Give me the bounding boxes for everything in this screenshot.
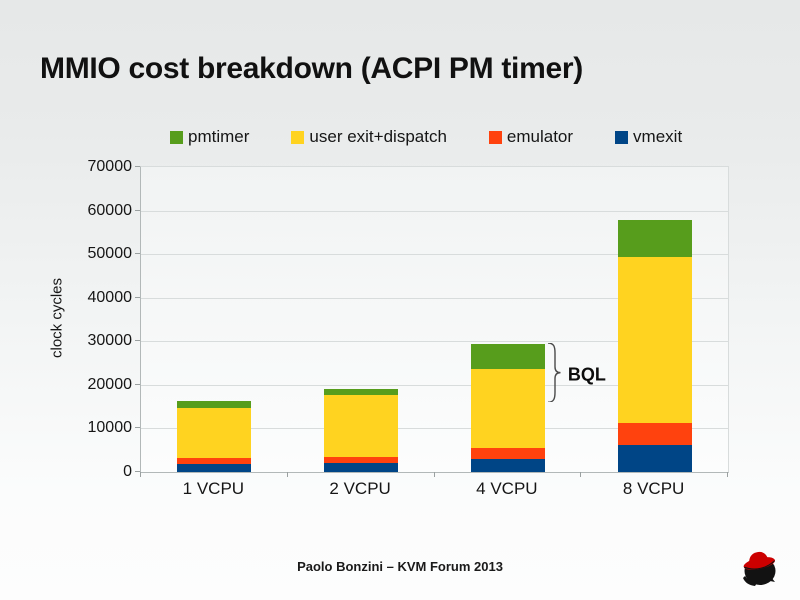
bar-segment-pmtimer-8-VCPU [617,220,692,257]
gridline-50000 [141,254,728,256]
gridline-30000 [141,341,728,343]
gridline-20000 [141,384,728,386]
y-tick-mark [135,471,140,472]
y-tick-label-10000: 10000 [87,419,133,437]
bar-segment-pmtimer-2-VCPU [324,389,399,396]
bar-segment-pmtimer-4-VCPU [470,343,545,369]
y-tick-mark [135,427,140,429]
legend-label: user exit+dispatch [309,127,447,146]
bar-segment-emulator-8-VCPU [617,423,692,445]
gridline-40000 [141,297,728,299]
legend-label: vmexit [633,127,683,146]
legend-swatch-emulator-icon [488,130,502,144]
footer-credit: Paolo Bonzini – KVM Forum 2013 [297,559,503,574]
y-tick-mark [135,253,140,255]
x-tick-label-4-VCPU: 4 VCPU [476,479,538,498]
bar-segment-vmexit-8-VCPU [617,445,692,472]
bar-segment-vmexit-4-VCPU [470,458,545,472]
bar-segment-vmexit-1-VCPU [177,463,252,472]
redhat-logo [743,551,776,586]
chart-legend: pmtimer user exit+dispatch emulator vmexit [170,127,682,147]
x-tick-mark [727,472,728,477]
y-tick-label-20000: 20000 [87,375,133,393]
bar-segment-pmtimer-1-VCPU [177,400,252,408]
legend-label: pmtimer [188,127,250,146]
x-tick-mark [140,472,141,477]
y-tick-label-30000: 30000 [87,332,133,350]
bar-segment-emulator-2-VCPU [324,457,399,463]
x-tick-mark [286,472,288,477]
y-tick-label-40000: 40000 [87,288,133,306]
legend-swatch-user-exit-dispatch-icon [291,130,305,144]
y-tick-mark [135,166,140,167]
y-tick-label-50000: 50000 [87,245,133,263]
x-tick-label-8-VCPU: 8 VCPU [622,479,685,498]
legend-item-pmtimer: pmtimer [170,127,249,147]
bql-brace-icon [547,342,561,403]
x-tick-mark [580,472,582,477]
y-tick-mark [135,209,140,211]
y-tick-label-0: 0 [123,463,132,480]
bar-segment-vmexit-2-VCPU [324,462,399,472]
legend-item-vmexit: vmexit [615,127,682,147]
y-tick-mark [135,383,140,385]
y-tick-label-70000: 70000 [87,158,133,175]
legend-swatch-vmexit-icon [615,130,629,144]
bar-segment-user-exit-dispatch-1-VCPU [177,407,252,458]
legend-label: emulator [506,127,574,146]
bar-segment-emulator-1-VCPU [177,457,252,464]
x-tick-mark [433,472,435,477]
slide-title: MMIO cost breakdown (ACPI PM timer) [40,52,583,85]
y-tick-mark [135,296,140,298]
bar-segment-user-exit-dispatch-4-VCPU [470,368,545,449]
bar-segment-emulator-4-VCPU [470,448,545,459]
y-tick-label-60000: 60000 [87,201,133,219]
x-tick-label-1-VCPU: 1 VCPU [182,479,245,498]
legend-item-emulator: emulator [488,127,574,147]
legend-item-user-exit-dispatch: user exit+dispatch [291,127,447,147]
bar-segment-user-exit-dispatch-2-VCPU [324,395,399,458]
plot-area [140,166,729,473]
gridline-10000 [141,428,728,430]
x-tick-label-2-VCPU: 2 VCPU [329,479,391,498]
legend-swatch-pmtimer-icon [170,130,183,144]
bar-segment-user-exit-dispatch-8-VCPU [617,256,692,424]
y-tick-mark [135,340,140,342]
bql-annotation-label: BQL [567,364,606,385]
gridline-60000 [141,210,728,212]
